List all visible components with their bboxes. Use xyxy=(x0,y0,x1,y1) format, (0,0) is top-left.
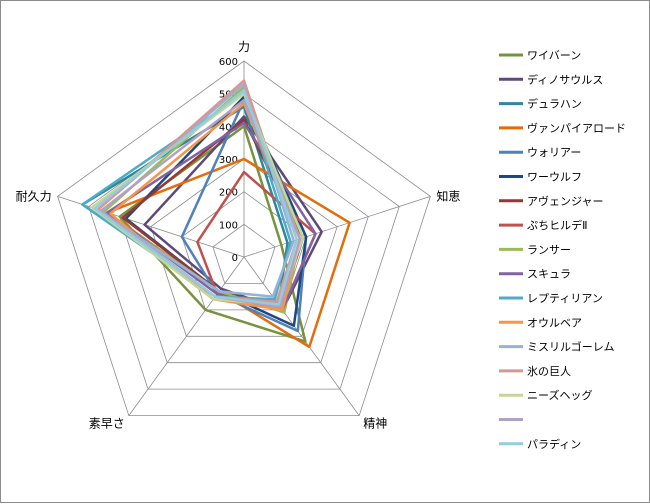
legend-label: ワイバーン xyxy=(527,49,581,62)
axis-label: 力 xyxy=(238,40,250,54)
tick-label: 100 xyxy=(219,220,238,231)
grid-ring xyxy=(150,158,338,337)
legend-label: ワーウルフ xyxy=(527,171,582,184)
grid-ring xyxy=(88,93,400,390)
axis-label: 精神 xyxy=(363,417,387,431)
legend-label: ぷちヒルデⅡ xyxy=(527,218,588,232)
series-line xyxy=(93,89,299,306)
tick-label: 0 xyxy=(232,253,238,264)
axis-label: 素早さ xyxy=(89,417,125,431)
legend-label: スキュラ xyxy=(527,268,571,281)
legend-label: アヴェンジャー xyxy=(527,194,603,208)
legend-label: レプティリアン xyxy=(527,292,603,305)
legend: ワイバーンディノサウルスデュラハンヴァンパイアロードウォリアーワーウルフアヴェン… xyxy=(499,49,626,451)
legend-label: ミスリルゴーレム xyxy=(527,340,615,354)
radar-grid xyxy=(57,60,431,417)
series-lines xyxy=(81,79,351,349)
tick-label: 300 xyxy=(219,155,238,166)
series-line xyxy=(106,157,351,349)
tick-label: 600 xyxy=(219,57,238,68)
tick-label: 400 xyxy=(219,122,238,133)
axis-label: 耐久力 xyxy=(16,189,52,203)
legend-label: ヴァンパイアロード xyxy=(527,121,626,135)
legend-label: ディノサウルス xyxy=(527,72,603,86)
legend-label: パラディン xyxy=(527,437,581,451)
legend-label: ランサー xyxy=(527,243,571,256)
axis-spoke xyxy=(57,196,245,258)
series-line xyxy=(118,125,307,343)
legend-label: オウルベア xyxy=(527,316,582,329)
axis-label: 知恵 xyxy=(436,189,460,203)
legend-label: デュラハン xyxy=(527,97,582,111)
grid-ring xyxy=(212,223,276,284)
legend-label: ウォリアー xyxy=(527,146,581,159)
legend-label: ニーズヘッグ xyxy=(527,388,592,402)
grid-ring xyxy=(57,60,431,417)
legend-label: 氷の巨人 xyxy=(527,365,571,378)
axis-spoke xyxy=(243,256,360,416)
axis-spoke xyxy=(243,196,431,258)
axis-spoke xyxy=(128,256,245,416)
